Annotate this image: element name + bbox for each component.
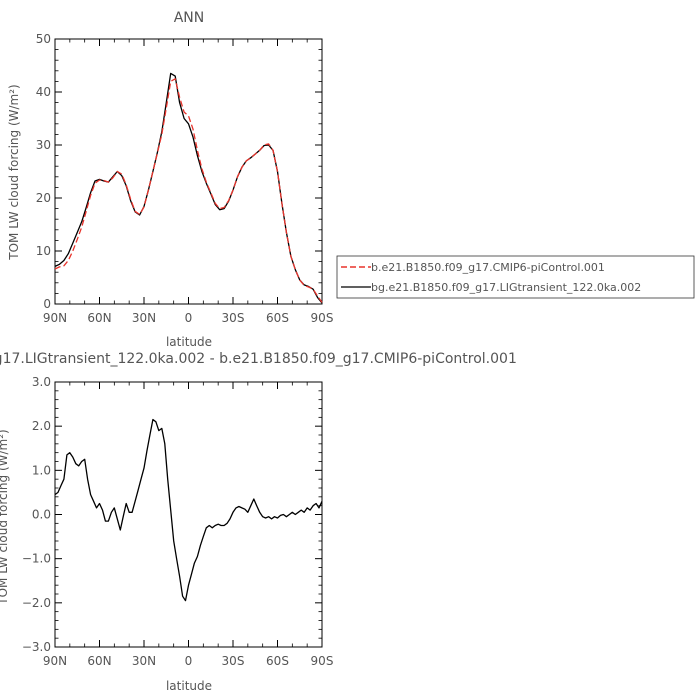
top-x-tick-label: 60N <box>87 311 111 325</box>
top-x-axis-label: latitude <box>166 335 212 349</box>
top-y-tick-label: 20 <box>36 191 51 205</box>
top-plot-frame <box>54 38 323 305</box>
top-axes: 90N 60N 30N 0 30S 60S 90S 0 10 20 30 40 50 <box>36 32 334 325</box>
bottom-y-tick-label: 1.0 <box>32 463 51 477</box>
top-y-tick-label: 50 <box>36 32 51 46</box>
top-series <box>54 72 323 304</box>
top-y-tick-label: 30 <box>36 138 51 152</box>
bottom-x-tick-label: 90S <box>311 654 334 668</box>
bottom-x-tick-label: 0 <box>185 654 193 668</box>
bottom-x-axis-label: latitude <box>166 679 212 693</box>
top-y-tick-label: 0 <box>43 297 51 311</box>
bottom-y-tick-label: 2.0 <box>32 419 51 433</box>
top-x-tick-label: 30N <box>132 311 156 325</box>
bottom-x-tick-label: 90N <box>43 654 67 668</box>
bottom-x-tick-label: 60N <box>87 654 111 668</box>
top-series-line-2 <box>54 78 323 303</box>
legend-label-series-1: b.e21.B1850.f09_g17.CMIP6-piControl.001 <box>371 261 605 274</box>
bottom-y-axis-label: TOM LW cloud forcing (W/m²) <box>0 429 10 606</box>
top-series-line-1 <box>54 72 323 304</box>
bottom-y-tick-label: −1.0 <box>22 552 51 566</box>
legend-box <box>336 255 695 299</box>
top-x-tick-label: 30S <box>222 311 245 325</box>
top-y-tick-label: 10 <box>36 244 51 258</box>
top-y-tick-label: 40 <box>36 85 51 99</box>
bottom-x-tick-label: 30S <box>222 654 245 668</box>
top-x-tick-label: 0 <box>185 311 193 325</box>
top-chart-title: ANN <box>174 10 205 26</box>
legend-label-series-2: bg.e21.B1850.f09_g17.LIGtransient_122.0k… <box>371 281 641 294</box>
bottom-y-tick-label: 0.0 <box>32 508 51 522</box>
bottom-series-line-1 <box>54 418 323 602</box>
bottom-series <box>54 418 323 602</box>
top-y-axis-label: TOM LW cloud forcing (W/m²) <box>7 84 21 261</box>
top-panel: ANN 90N 60N 30N 0 30S 60S 90S 0 10 20 30 40 50 latit… <box>7 10 333 349</box>
top-x-tick-label: 90S <box>311 311 334 325</box>
top-x-tick-label: 60S <box>266 311 289 325</box>
bottom-y-tick-label: 3.0 <box>32 375 51 389</box>
bottom-x-tick-label: 60S <box>266 654 289 668</box>
bottom-y-tick-label: −2.0 <box>22 596 51 610</box>
bottom-y-tick-label: −3.0 <box>22 640 51 654</box>
bottom-axes: 90N 60N 30N 0 30S 60S 90S −3.0 −2.0 −1.0 0.0 1.0 2.0… <box>22 375 334 668</box>
top-x-tick-label: 90N <box>43 311 67 325</box>
legend: b.e21.B1850.f09_g17.CMIP6-piControl.001 … <box>336 255 695 299</box>
bottom-panel: bg.e21.B1850.f09_g17.LIGtransient_122.0k… <box>0 351 517 693</box>
bottom-x-tick-label: 30N <box>132 654 156 668</box>
bottom-chart-title: bg.e21.B1850.f09_g17.LIGtransient_122.0k… <box>0 351 517 367</box>
